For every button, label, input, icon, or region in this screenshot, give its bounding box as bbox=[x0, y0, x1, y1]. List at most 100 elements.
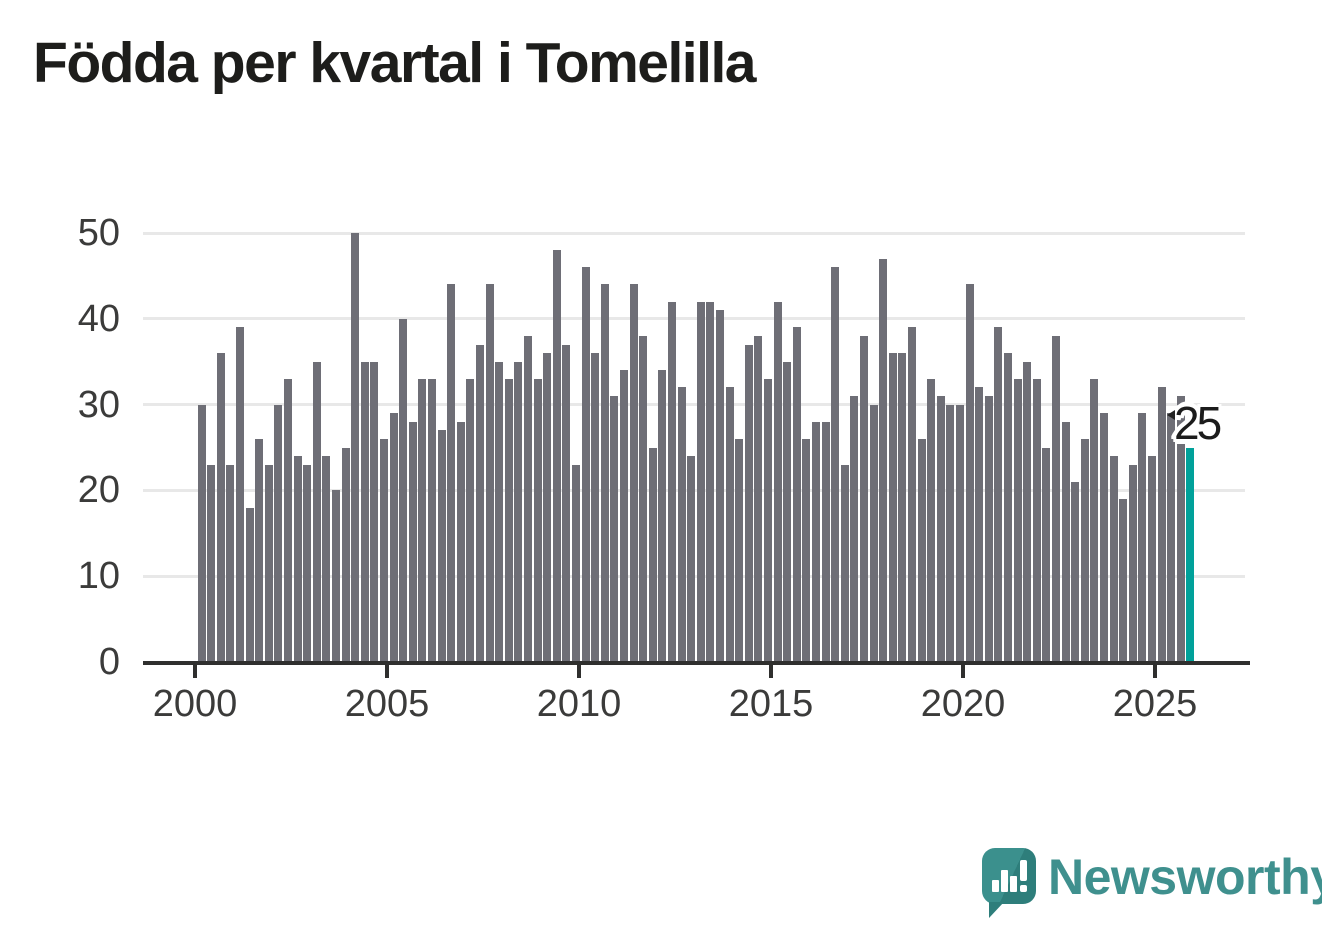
x-tick-label-2000: 2000 bbox=[152, 683, 238, 725]
bar-2012-q1 bbox=[658, 370, 667, 662]
bar-2021-q2 bbox=[1013, 378, 1022, 662]
bar-2007-q2 bbox=[475, 344, 484, 662]
bar-2001-q1 bbox=[235, 327, 244, 662]
bar-2010-q3 bbox=[600, 284, 609, 662]
logo-minibar-icon bbox=[1001, 870, 1008, 892]
bar-2006-q2 bbox=[437, 430, 446, 662]
bar-2009-q1 bbox=[543, 353, 552, 662]
bar-2017-q2 bbox=[859, 335, 868, 662]
bar-2015-q4 bbox=[802, 438, 811, 662]
annotation-arrow-icon bbox=[1167, 410, 1175, 420]
bar-2024-q4 bbox=[1147, 456, 1156, 662]
bar-2018-q3 bbox=[907, 327, 916, 662]
bar-2005-q3 bbox=[408, 421, 417, 662]
bar-2000-q1 bbox=[197, 404, 206, 662]
newsworthy-logo-icon bbox=[982, 848, 1046, 918]
bar-2022-q4 bbox=[1071, 481, 1080, 662]
bar-2004-q2 bbox=[360, 361, 369, 662]
bar-2025-q2 bbox=[1167, 413, 1176, 662]
bar-2004-q3 bbox=[370, 361, 379, 662]
y-tick-label-30: 30 bbox=[77, 383, 120, 426]
x-tick-2020 bbox=[961, 665, 965, 678]
bar-2005-q4 bbox=[418, 378, 427, 662]
bar-2008-q2 bbox=[514, 361, 523, 662]
bar-2008-q1 bbox=[504, 378, 513, 662]
bar-2006-q3 bbox=[447, 284, 456, 662]
bar-2025-q1 bbox=[1157, 387, 1166, 662]
y-tick-label-40: 40 bbox=[77, 297, 120, 340]
bar-2014-q4 bbox=[763, 378, 772, 662]
bar-2016-q1 bbox=[811, 421, 820, 662]
gridline-30 bbox=[143, 403, 1245, 407]
bar-2023-q1 bbox=[1080, 438, 1089, 662]
x-tick-2010 bbox=[577, 665, 581, 678]
bar-2023-q2 bbox=[1090, 378, 1099, 662]
bar-2006-q1 bbox=[427, 378, 436, 662]
bar-2024-q1 bbox=[1119, 498, 1128, 662]
bar-2012-q3 bbox=[677, 387, 686, 662]
bar-2005-q1 bbox=[389, 413, 398, 662]
logo-exclamation-dot-icon bbox=[1020, 885, 1027, 892]
bar-2023-q3 bbox=[1099, 413, 1108, 662]
bar-2017-q4 bbox=[879, 258, 888, 662]
bar-2005-q2 bbox=[399, 318, 408, 662]
logo-exclamation-icon bbox=[1020, 860, 1027, 881]
bar-2018-q2 bbox=[898, 353, 907, 662]
y-tick-label-0: 0 bbox=[98, 641, 120, 683]
x-tick-label-2020: 2020 bbox=[920, 683, 1006, 725]
bar-2019-q1 bbox=[927, 378, 936, 662]
bar-2001-q4 bbox=[264, 464, 273, 662]
x-axis-line bbox=[143, 661, 1250, 665]
bar-2000-q3 bbox=[216, 353, 225, 662]
gridline-40 bbox=[143, 317, 1245, 321]
bar-2011-q4 bbox=[648, 447, 657, 662]
y-tick-label-10: 10 bbox=[77, 555, 120, 598]
bar-2013-q1 bbox=[696, 301, 705, 662]
bar-2007-q3 bbox=[485, 284, 494, 662]
x-tick-2015 bbox=[769, 665, 773, 678]
bar-2002-q1 bbox=[274, 404, 283, 662]
bar-2018-q4 bbox=[917, 438, 926, 662]
bar-2014-q2 bbox=[744, 344, 753, 662]
bar-2024-q2 bbox=[1128, 464, 1137, 662]
bar-2002-q4 bbox=[303, 464, 312, 662]
bar-2003-q1 bbox=[312, 361, 321, 662]
latest-value-label: 25 bbox=[1174, 397, 1222, 449]
bar-2009-q2 bbox=[552, 250, 561, 662]
bar-2020-q1 bbox=[965, 284, 974, 662]
bar-2009-q4 bbox=[571, 464, 580, 662]
bar-2015-q2 bbox=[783, 361, 792, 662]
logo-minibar-icon bbox=[992, 880, 999, 892]
bar-2021-q4 bbox=[1032, 378, 1041, 662]
bar-2016-q3 bbox=[831, 267, 840, 662]
bar-2023-q4 bbox=[1109, 456, 1118, 662]
bar-2013-q3 bbox=[715, 310, 724, 662]
bar-2006-q4 bbox=[456, 421, 465, 662]
x-tick-2025 bbox=[1153, 665, 1157, 678]
bar-2019-q4 bbox=[955, 404, 964, 662]
bar-2022-q2 bbox=[1051, 335, 1060, 662]
speech-bubble-tail bbox=[989, 902, 1004, 918]
x-tick-2000 bbox=[193, 665, 197, 678]
bar-2011-q3 bbox=[639, 335, 648, 662]
chart-title: Födda per kvartal i Tomelilla bbox=[33, 31, 757, 95]
gridline-50 bbox=[143, 231, 1245, 235]
x-tick-label-2015: 2015 bbox=[728, 683, 814, 725]
bar-2014-q1 bbox=[735, 438, 744, 662]
logo-minibar-icon bbox=[1010, 876, 1017, 892]
bar-2008-q4 bbox=[533, 378, 542, 662]
bar-2021-q3 bbox=[1023, 361, 1032, 662]
bar-2009-q3 bbox=[562, 344, 571, 662]
bar-2002-q2 bbox=[283, 378, 292, 662]
bar-2019-q2 bbox=[936, 396, 945, 662]
bar-2014-q3 bbox=[754, 335, 763, 662]
bar-2017-q1 bbox=[850, 396, 859, 662]
bar-2001-q3 bbox=[255, 438, 264, 662]
bar-2024-q3 bbox=[1138, 413, 1147, 662]
bar-2015-q3 bbox=[792, 327, 801, 662]
x-tick-2005 bbox=[385, 665, 389, 678]
bar-2018-q1 bbox=[888, 353, 897, 662]
bar-2015-q1 bbox=[773, 301, 782, 662]
bar-2021-q1 bbox=[1003, 353, 1012, 662]
bar-2013-q4 bbox=[725, 387, 734, 662]
